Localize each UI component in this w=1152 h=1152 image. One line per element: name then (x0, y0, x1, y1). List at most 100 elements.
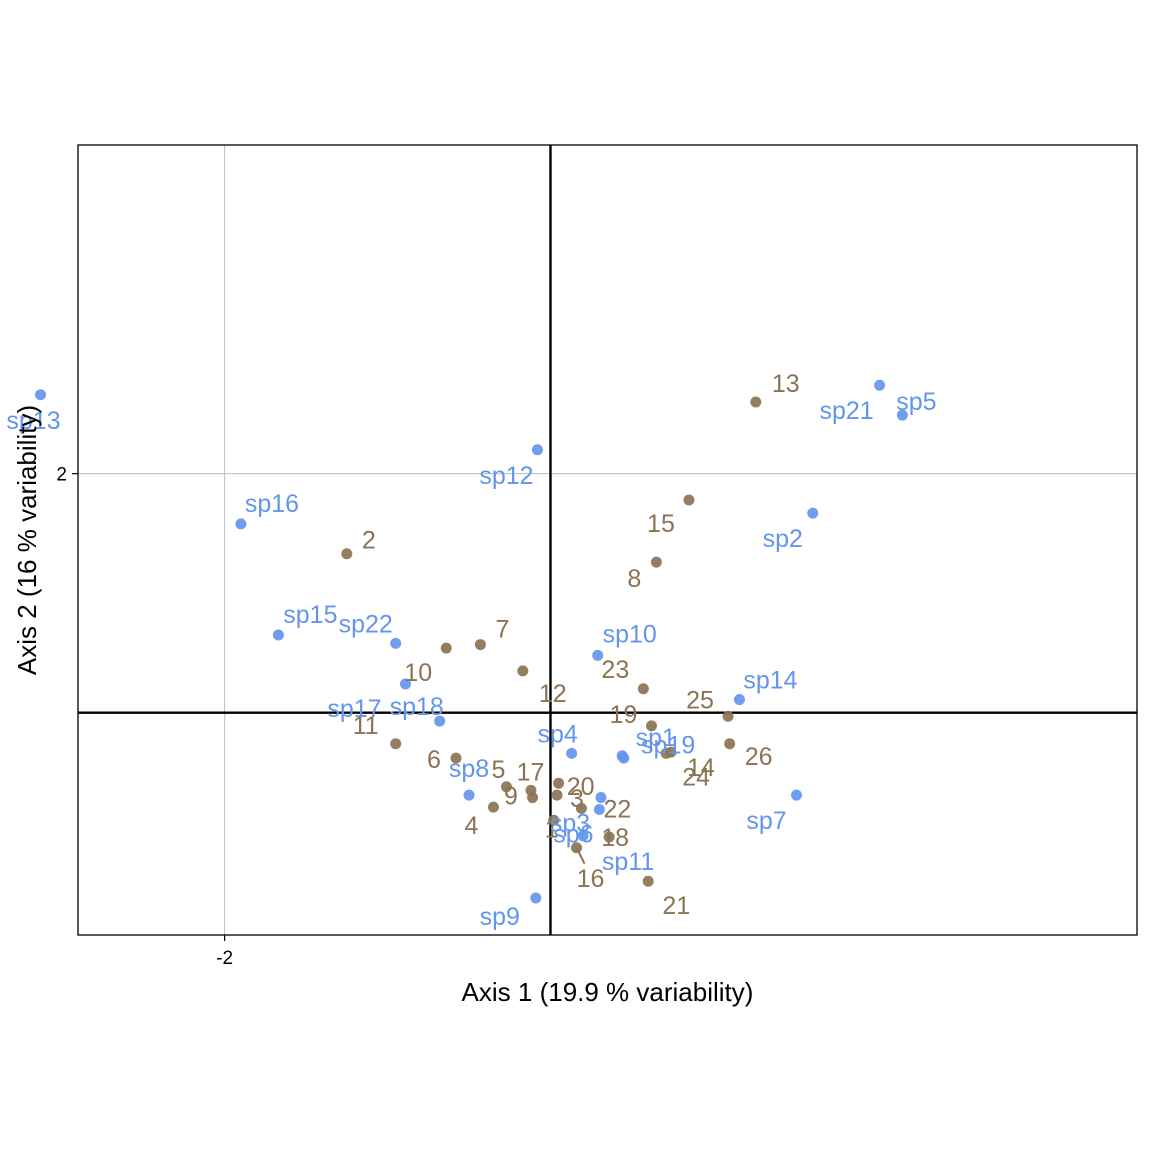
site-point-11 (390, 738, 402, 750)
species-label-sp8: sp8 (449, 755, 489, 783)
species-point-sp3 (595, 792, 607, 804)
species-label-sp17: sp17 (327, 695, 381, 723)
site-label-22: 22 (604, 795, 632, 823)
site-point-3 (551, 789, 563, 801)
species-point-sp11 (577, 830, 589, 842)
species-label-sp22: sp22 (339, 610, 393, 638)
site-label-10: 10 (404, 659, 432, 687)
plot-panel-border (77, 144, 1138, 936)
site-point-7 (474, 639, 486, 651)
site-point-16 (571, 842, 583, 854)
site-label-1: 1 (545, 815, 559, 843)
species-label-sp13: sp13 (6, 407, 60, 435)
species-label-sp3: sp3 (550, 810, 590, 838)
species-point-sp19 (616, 750, 628, 762)
species-point-sp6 (593, 804, 605, 816)
site-point-5 (500, 781, 512, 793)
site-label-6: 6 (427, 746, 441, 774)
site-label-25: 25 (686, 686, 714, 714)
site-label-15: 15 (647, 510, 675, 538)
site-label-26: 26 (745, 743, 773, 771)
species-label-sp5: sp5 (896, 388, 936, 416)
species-point-sp13 (35, 389, 47, 401)
site-label-5: 5 (492, 756, 506, 784)
site-label-23: 23 (601, 656, 629, 684)
site-point-6 (450, 752, 462, 764)
species-point-sp16 (235, 518, 247, 530)
species-point-sp17 (399, 678, 411, 690)
site-point-26 (724, 738, 736, 750)
site-label-21: 21 (662, 892, 690, 920)
species-point-sp8 (463, 789, 475, 801)
species-point-sp10 (592, 649, 604, 661)
site-label-2: 2 (362, 527, 376, 555)
species-point-sp21 (874, 379, 886, 391)
x-tick-label: -2 (216, 948, 233, 969)
site-label-11: 11 (353, 712, 379, 740)
site-point-20 (553, 777, 565, 789)
species-point-sp2 (807, 507, 819, 519)
site-point-2 (341, 548, 353, 560)
site-point-25 (722, 710, 734, 722)
site-point-22 (575, 802, 587, 814)
origin-lines (78, 145, 1137, 935)
site-label-4: 4 (465, 812, 479, 840)
species-label-sp12: sp12 (479, 462, 533, 490)
y-tick-label: 2 (56, 465, 67, 486)
site-label-19: 19 (610, 701, 638, 729)
species-label-sp18: sp18 (390, 693, 444, 721)
species-label-sp16: sp16 (245, 490, 299, 518)
site-label-3: 3 (570, 785, 584, 813)
grid-lines (78, 145, 1137, 935)
species-label-sp21: sp21 (819, 397, 873, 425)
site-point-12 (517, 665, 529, 677)
x-axis-title: Axis 1 (19.9 % variability) (462, 977, 754, 1007)
species-label-sp4: sp4 (538, 720, 578, 748)
species-point-sp14 (733, 694, 745, 706)
species-point-sp15 (272, 629, 284, 641)
data-points (35, 379, 908, 904)
species-point-sp22 (390, 637, 402, 649)
site-point-10 (440, 642, 452, 654)
site-label-12: 12 (539, 680, 567, 708)
site-label-8: 8 (627, 565, 641, 593)
site-point-18 (603, 831, 615, 843)
species-label-sp1: sp1 (636, 724, 676, 752)
site-label-13: 13 (772, 370, 800, 398)
species-label-sp19: sp19 (641, 732, 695, 760)
species-label-sp6: sp6 (553, 821, 593, 849)
site-point-15 (683, 494, 695, 506)
site-label-18: 18 (601, 824, 629, 852)
site-point-8 (650, 556, 662, 568)
site-label-17: 17 (517, 759, 545, 787)
site-label-7: 7 (495, 616, 509, 644)
species-point-sp5 (896, 409, 908, 421)
site-point-19 (645, 720, 657, 732)
species-point-sp12 (531, 444, 543, 456)
point-labels: 1234567891011121314151617181920212223242… (6, 370, 936, 931)
site-point-13 (750, 396, 762, 408)
species-point-sp9 (530, 892, 542, 904)
site-label-24: 24 (682, 763, 710, 791)
site-label-20: 20 (567, 773, 595, 801)
species-point-sp18 (434, 715, 446, 727)
species-label-sp11: sp11 (602, 848, 654, 876)
site-point-24 (660, 747, 672, 759)
axis-ticks: -2 2 (56, 465, 233, 969)
species-label-sp14: sp14 (743, 667, 797, 695)
site-point-23 (637, 683, 649, 695)
site-point-21 (642, 875, 654, 887)
species-label-sp7: sp7 (746, 807, 786, 835)
species-label-sp2: sp2 (763, 525, 803, 553)
site-label-9: 9 (504, 782, 518, 810)
site-point-17 (527, 792, 539, 804)
y-axis-title: Axis 2 (16 % variability) (12, 405, 42, 675)
species-point-sp7 (790, 789, 802, 801)
site-label-14: 14 (687, 754, 715, 782)
species-label-sp10: sp10 (603, 620, 657, 648)
site-point-4 (487, 801, 499, 813)
site-label-16: 16 (577, 865, 605, 893)
species-point-sp4 (566, 747, 578, 759)
